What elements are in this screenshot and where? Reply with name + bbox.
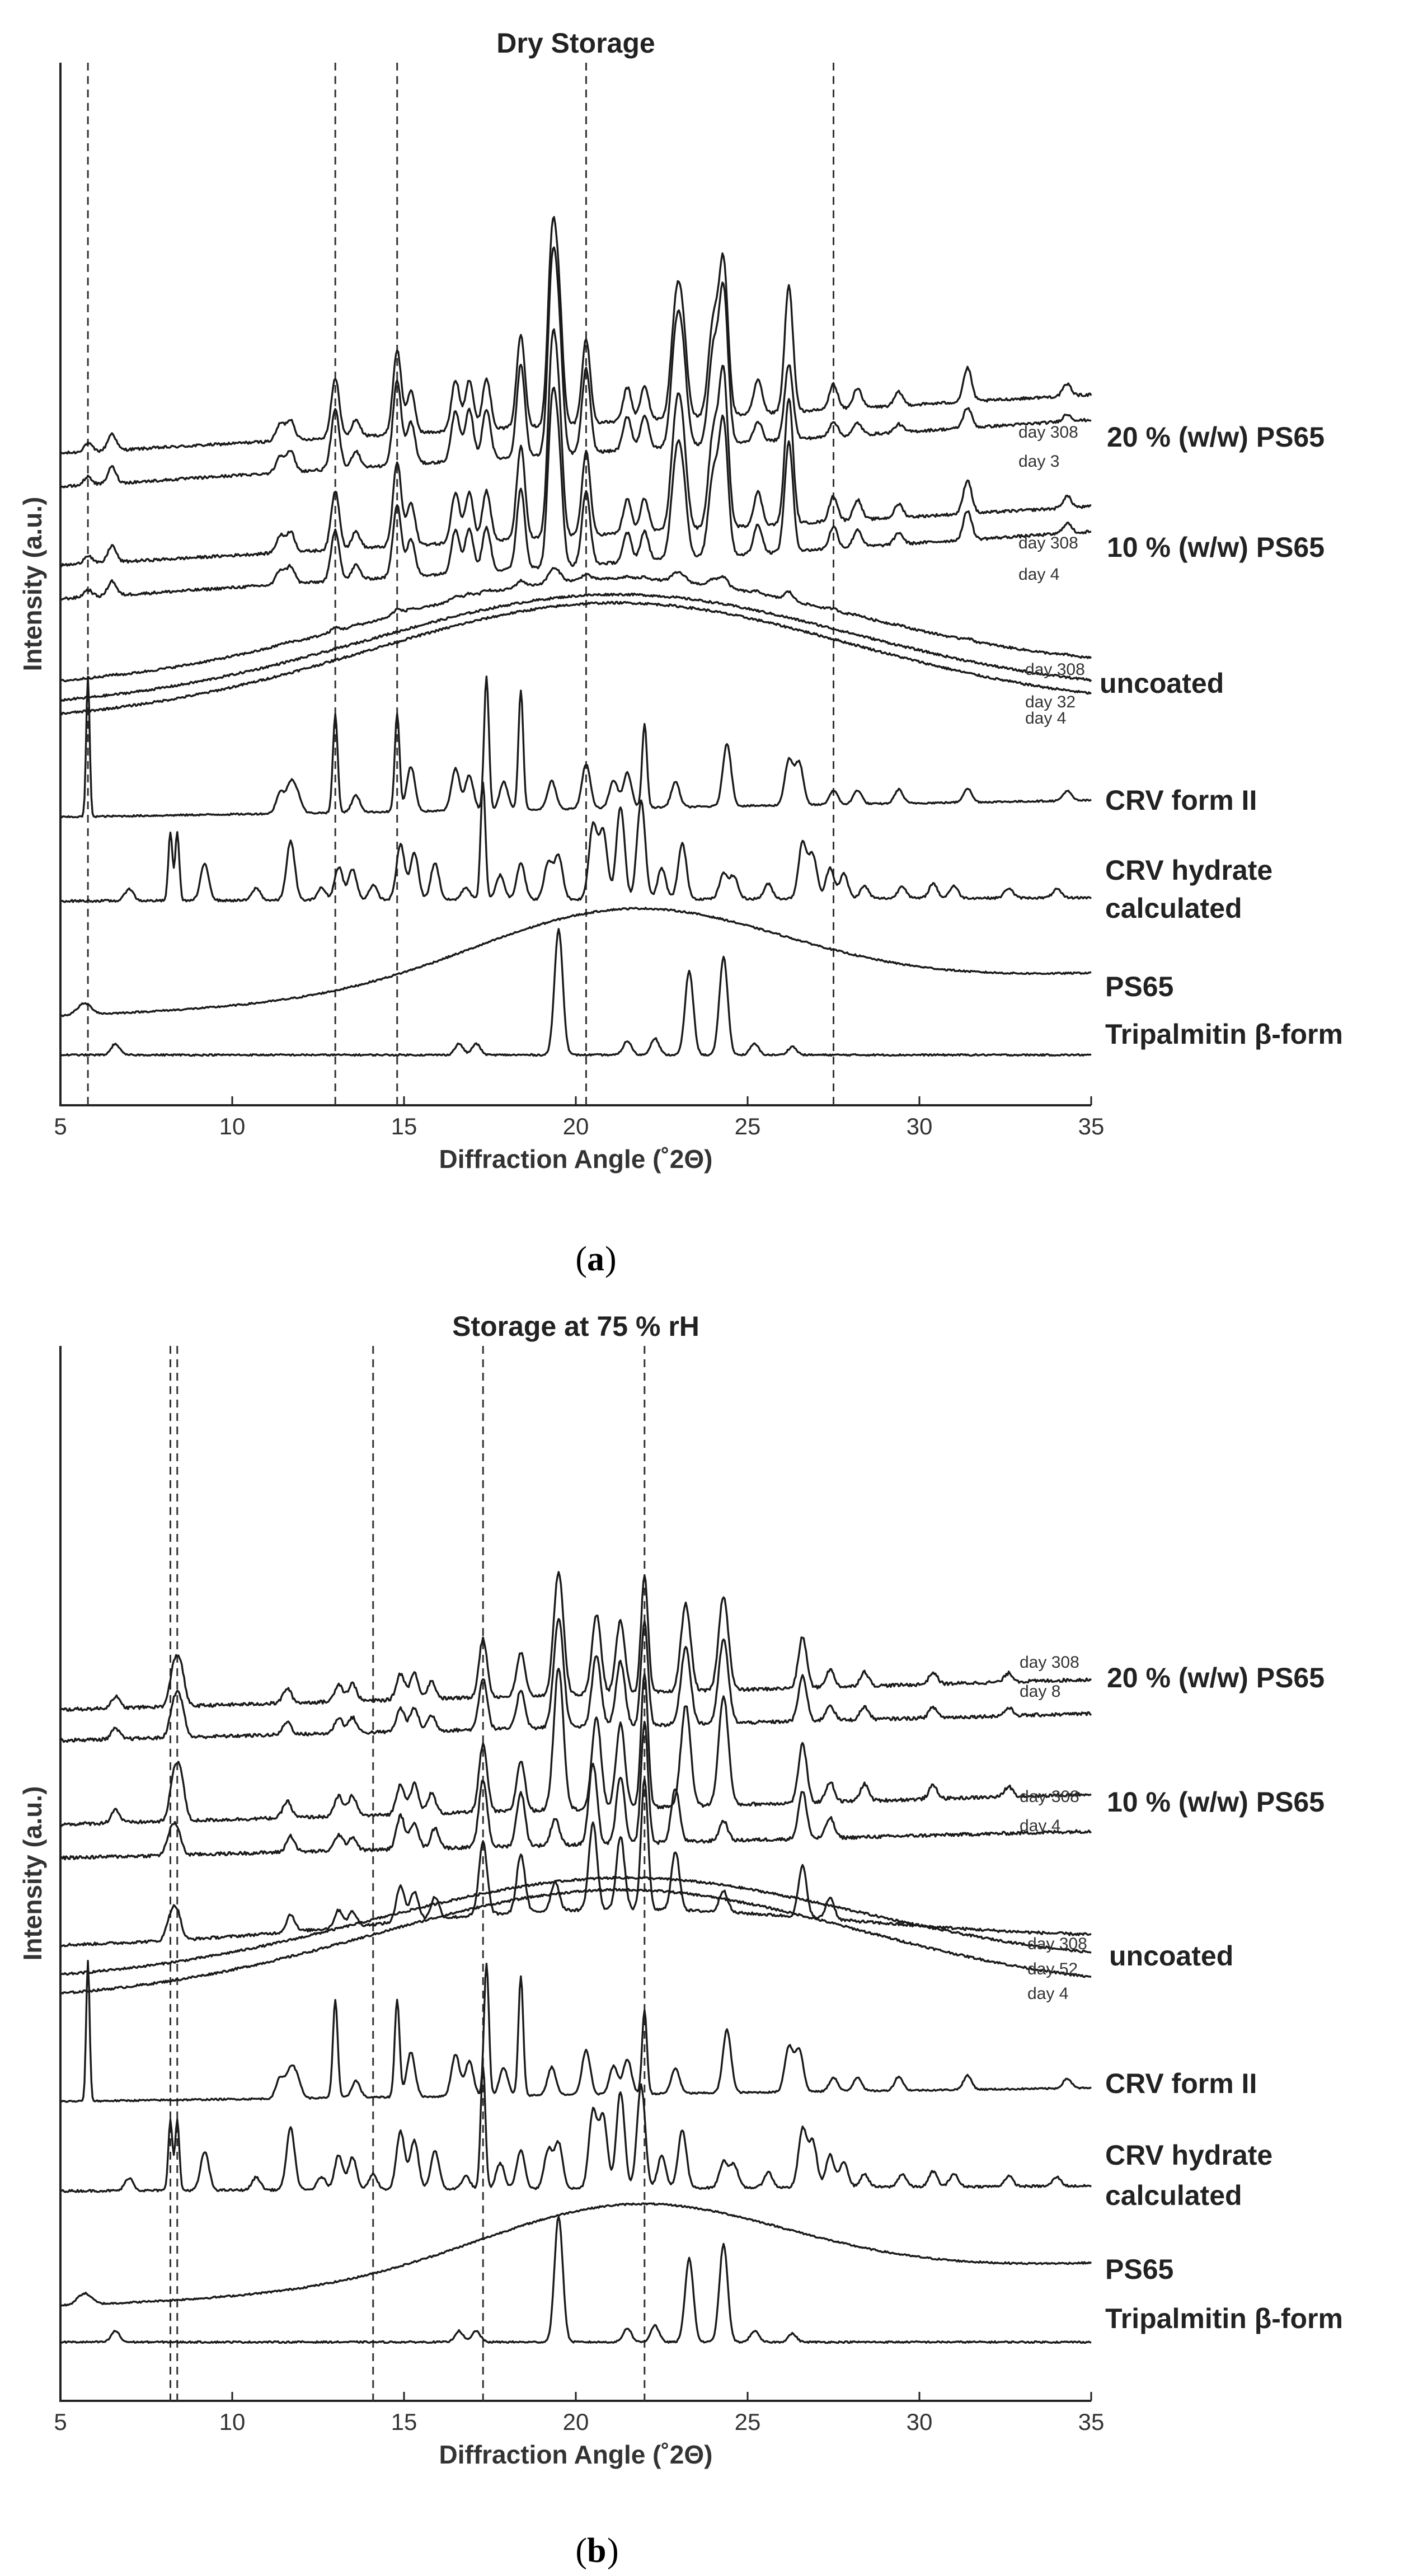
- caption-open: (: [575, 2532, 587, 2570]
- series-label: CRV form II: [1105, 2068, 1257, 2099]
- caption-open: (: [575, 1240, 587, 1278]
- trace-crv-hydrate: [60, 781, 1092, 903]
- trace-crv-hydrate: [60, 2066, 1092, 2193]
- series-label: PS65: [1105, 971, 1173, 1002]
- trace-20pct-day8: [59, 1618, 1092, 1743]
- series-label: calculated: [1105, 893, 1242, 924]
- series-label: Tripalmitin β-form: [1105, 2303, 1343, 2334]
- series-label: CRV hydrate: [1105, 2139, 1272, 2171]
- series-day-label: day 8: [1020, 1682, 1060, 1701]
- chart-title: Dry Storage: [496, 27, 655, 59]
- series-day-label: day 52: [1027, 1960, 1078, 1978]
- trace-unc-day4: [60, 1888, 1092, 1995]
- panel-a: 5 10 15 20 25 30 35 Diffraction Angle (˚2Θ) Inte…: [18, 27, 1343, 1278]
- series-day-label: day 308: [1025, 660, 1085, 679]
- series-day-label: day 308: [1020, 1653, 1079, 1672]
- series-day-label: day 308: [1020, 1787, 1079, 1806]
- series-day-label: day 32: [1025, 693, 1076, 711]
- x-tick-label: 30: [907, 1113, 933, 1139]
- trace-unc-day308: [60, 567, 1092, 683]
- panel-caption: a: [587, 1240, 604, 1278]
- series-label: 10 % (w/w) PS65: [1107, 532, 1325, 563]
- axes-frame: [59, 63, 1091, 1106]
- x-tick-label: 35: [1078, 2409, 1105, 2435]
- trace-ps65: [60, 907, 1092, 1017]
- x-tick-label: 5: [54, 1113, 67, 1139]
- x-axis-label: Diffraction Angle (˚2Θ): [439, 2440, 713, 2469]
- x-tick-label: 5: [54, 2409, 67, 2435]
- series-label: PS65: [1105, 2254, 1173, 2285]
- series-label: CRV hydrate: [1105, 855, 1272, 886]
- x-tick-label: 15: [391, 2409, 417, 2435]
- series-label: Tripalmitin β-form: [1105, 1019, 1343, 1050]
- trace-ps65: [60, 2202, 1092, 2307]
- x-tick-label: 30: [907, 2409, 933, 2435]
- trace-20pct-day308: [59, 216, 1092, 455]
- trace-20pct-day3: [59, 246, 1092, 489]
- x-tick-label: 10: [219, 1113, 246, 1139]
- trace-unc-day308: [60, 1777, 1092, 1948]
- series-label: 10 % (w/w) PS65: [1107, 1786, 1325, 1818]
- trace-crv-form-ii: [60, 675, 1092, 819]
- series-day-label: day 4: [1027, 1984, 1068, 2003]
- series-day-label: day 4: [1020, 1817, 1060, 1835]
- trace-unc-day4: [59, 600, 1092, 716]
- x-tick-label: 15: [391, 1113, 417, 1139]
- chart-title: Storage at 75 % rH: [452, 1311, 699, 1342]
- x-tick-label: 25: [735, 1113, 761, 1139]
- x-tick-label: 10: [219, 2409, 246, 2435]
- x-tick-label: 20: [563, 1113, 589, 1139]
- x-tick-label: 35: [1078, 1113, 1105, 1139]
- trace-20pct-day308: [60, 1571, 1092, 1712]
- series-day-label: day 4: [1025, 709, 1066, 728]
- series-label: CRV form II: [1105, 785, 1257, 816]
- x-axis-label: Diffraction Angle (˚2Θ): [439, 1144, 713, 1174]
- y-axis-label: Intensity (a.u.): [18, 497, 47, 672]
- series-day-label: day 308: [1027, 1935, 1087, 1953]
- trace-tripalmitin: [60, 2216, 1092, 2344]
- series-day-label: day 308: [1018, 534, 1078, 552]
- caption-close: ): [605, 1240, 617, 1278]
- series-label: uncoated: [1109, 1940, 1233, 1972]
- trace-10pct-day4: [60, 1720, 1092, 1861]
- panel-caption: b: [587, 2532, 606, 2570]
- axes-frame: [59, 1346, 1091, 2402]
- trace-10pct-day4: [59, 386, 1092, 601]
- trace-10pct-day308: [59, 328, 1092, 567]
- trace-10pct-day308: [60, 1668, 1092, 1827]
- series-label: 20 % (w/w) PS65: [1107, 421, 1325, 453]
- panel-b: 5 10 15 20 25 30 35 Diffraction Angle (˚2Θ) Inte…: [18, 1311, 1343, 2570]
- series-day-label: day 3: [1018, 452, 1059, 471]
- series-label: 20 % (w/w) PS65: [1107, 1662, 1325, 1693]
- y-axis-label: Intensity (a.u.): [18, 1786, 47, 1961]
- series-label: uncoated: [1100, 668, 1224, 699]
- trace-crv-form-ii: [60, 1960, 1092, 2103]
- caption-close: ): [607, 2532, 619, 2570]
- trace-unc-day52: [60, 1875, 1092, 1976]
- x-tick-label: 20: [563, 2409, 589, 2435]
- trace-tripalmitin: [60, 928, 1092, 1057]
- series-day-label: day 308: [1018, 423, 1078, 442]
- series-label: calculated: [1105, 2180, 1242, 2211]
- x-tick-label: 25: [735, 2409, 761, 2435]
- trace-unc-day32: [59, 592, 1092, 702]
- series-day-label: day 4: [1018, 565, 1059, 584]
